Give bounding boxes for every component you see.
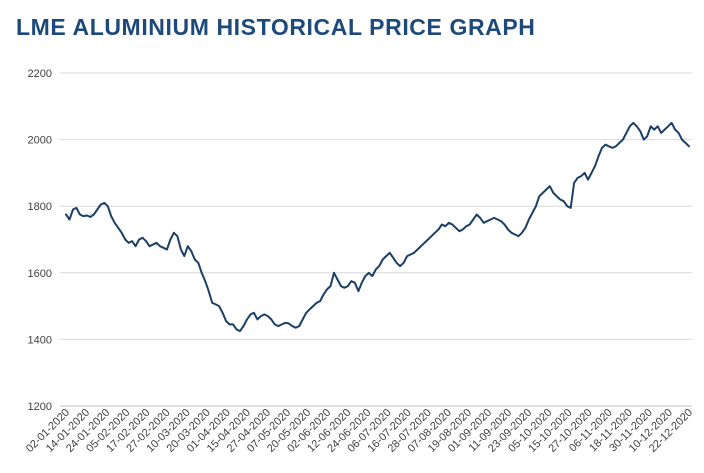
price-line [65, 121, 690, 333]
y-tick-label: 1800 [28, 201, 52, 213]
y-tick-label: 2200 [28, 68, 52, 80]
gridlines [60, 72, 692, 407]
chart-title: LME ALUMINIUM HISTORICAL PRICE GRAPH [16, 14, 536, 40]
y-tick-label: 1200 [28, 401, 52, 413]
y-tick-label: 1400 [28, 334, 52, 346]
price-series [65, 121, 690, 333]
x-axis-labels: 02-01-202014-01-202024-01-202005-02-2020… [24, 407, 695, 455]
y-tick-label: 2000 [28, 135, 52, 147]
y-tick-label: 1600 [28, 268, 52, 280]
y-axis-labels: 1200 1400 1600 1800 2000 2200 [28, 68, 52, 413]
